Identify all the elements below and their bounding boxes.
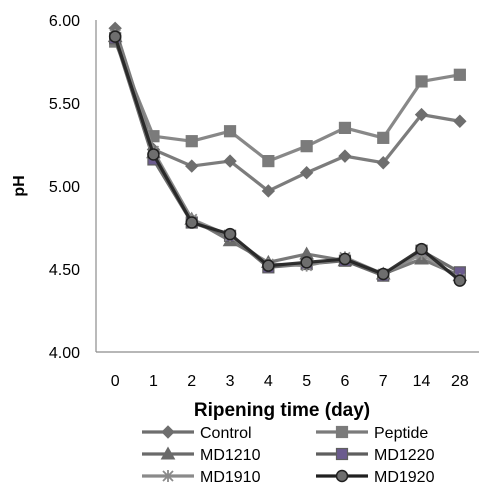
series-peptide <box>109 35 466 168</box>
series-line <box>113 27 461 193</box>
series-md1910 <box>109 28 466 285</box>
legend-label: MD1220 <box>374 447 435 464</box>
diamond-marker <box>338 149 352 163</box>
x-tick-label: 14 <box>413 373 431 390</box>
x-tick-label: 1 <box>149 373 158 390</box>
legend-item: MD1910 <box>142 469 261 486</box>
y-tick-label: 5.00 <box>49 179 80 196</box>
square-marker <box>223 125 237 138</box>
star-marker <box>162 470 174 482</box>
diamond-marker <box>261 184 276 198</box>
circle-marker <box>262 259 275 272</box>
square-marker <box>415 75 428 88</box>
circle-marker <box>453 274 467 287</box>
legend-item: Control <box>142 425 252 442</box>
legend-item: MD1210 <box>142 446 261 464</box>
x-axis-title: Ripening time (day) <box>194 400 370 421</box>
series-layer <box>107 21 468 287</box>
square-marker <box>300 140 313 153</box>
y-tick-label: 6.00 <box>49 13 80 30</box>
circle-marker <box>223 227 237 241</box>
y-tick-label: 4.00 <box>49 345 80 362</box>
legend-label: Control <box>200 425 252 442</box>
legend-label: MD1920 <box>374 469 435 486</box>
legend-item: Peptide <box>316 425 428 442</box>
legend-label: MD1910 <box>200 469 261 486</box>
series-md1920 <box>108 30 467 287</box>
square-marker <box>335 447 349 461</box>
series-md1210 <box>107 29 468 282</box>
legend-label: MD1210 <box>200 447 261 464</box>
circle-marker <box>335 469 349 483</box>
x-tick-label: 4 <box>264 373 273 390</box>
diamond-marker <box>414 107 429 122</box>
circle-marker <box>185 216 198 229</box>
triangle-marker <box>160 446 176 460</box>
x-tick-label: 7 <box>379 373 388 390</box>
x-tick-labels: 0 1 2 3 4 5 6 7 14 28 <box>111 373 469 390</box>
legend-item: MD1220 <box>316 447 435 464</box>
y-tick-labels: 4.00 4.50 5.00 5.50 6.00 <box>49 13 80 362</box>
x-tick-label: 28 <box>451 373 469 390</box>
y-axis-title: pH <box>11 175 28 196</box>
circle-marker <box>147 148 160 161</box>
series-md1220 <box>109 32 466 282</box>
legend: Control Peptide MD1210 MD1220 MD1910 MD1920 <box>142 425 435 486</box>
diamond-marker <box>223 154 237 168</box>
diamond-marker <box>185 159 199 173</box>
square-marker <box>453 68 466 81</box>
x-tick-label: 5 <box>302 373 311 390</box>
diamond-marker <box>453 114 467 128</box>
diamond-marker <box>376 156 390 170</box>
series-line <box>113 36 461 282</box>
series-line <box>113 40 461 163</box>
x-tick-label: 2 <box>187 373 196 390</box>
square-marker <box>262 155 275 168</box>
x-tick-label: 6 <box>340 373 349 390</box>
circle-marker <box>338 252 352 266</box>
diamond-marker <box>299 166 314 180</box>
y-tick-label: 5.50 <box>49 96 80 113</box>
circle-marker <box>300 256 313 269</box>
x-tick-label: 3 <box>226 373 235 390</box>
circle-marker <box>415 242 428 256</box>
y-tick-label: 4.50 <box>49 262 80 279</box>
x-tick-label: 0 <box>111 373 120 390</box>
legend-label: Peptide <box>374 425 428 442</box>
circle-marker <box>108 30 122 43</box>
diamond-marker <box>161 425 175 439</box>
axes <box>95 20 479 353</box>
square-marker <box>377 131 390 144</box>
square-marker <box>185 135 198 148</box>
circle-marker <box>377 267 390 281</box>
square-marker <box>338 121 352 135</box>
legend-item: MD1920 <box>316 469 435 486</box>
square-marker <box>335 425 349 439</box>
